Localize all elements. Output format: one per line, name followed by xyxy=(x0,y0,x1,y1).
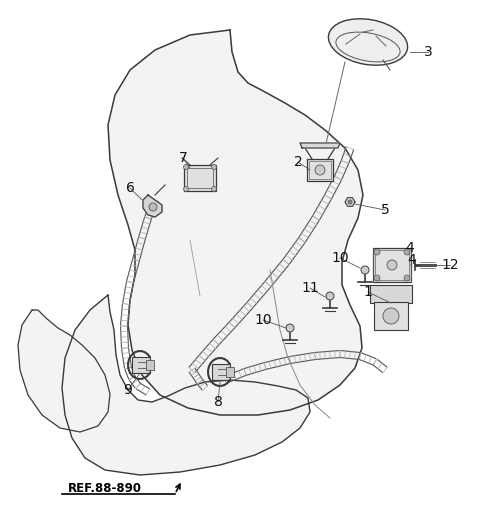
Circle shape xyxy=(286,324,294,332)
Polygon shape xyxy=(108,30,363,415)
Bar xyxy=(307,159,333,181)
Bar xyxy=(373,248,411,282)
Bar xyxy=(132,357,150,373)
Circle shape xyxy=(387,260,397,270)
Text: 5: 5 xyxy=(381,203,389,217)
Bar xyxy=(226,367,234,377)
Circle shape xyxy=(212,165,216,169)
Polygon shape xyxy=(143,195,162,217)
Circle shape xyxy=(374,249,380,255)
Text: 3: 3 xyxy=(424,45,432,59)
Circle shape xyxy=(383,308,399,324)
Text: 2: 2 xyxy=(294,155,302,169)
Circle shape xyxy=(212,186,216,192)
Ellipse shape xyxy=(328,19,408,65)
Text: 8: 8 xyxy=(214,395,222,409)
Text: 4: 4 xyxy=(406,241,414,255)
Text: 7: 7 xyxy=(179,151,187,165)
Text: 11: 11 xyxy=(301,281,319,295)
Text: 1: 1 xyxy=(363,285,372,299)
Polygon shape xyxy=(300,143,340,148)
Text: 9: 9 xyxy=(123,383,132,397)
Circle shape xyxy=(326,292,334,300)
Text: 12: 12 xyxy=(441,258,459,272)
Circle shape xyxy=(404,249,410,255)
Circle shape xyxy=(361,266,369,274)
Circle shape xyxy=(404,275,410,281)
Bar xyxy=(184,165,216,191)
Bar xyxy=(187,168,213,188)
Text: 10: 10 xyxy=(254,313,272,327)
Circle shape xyxy=(183,165,189,169)
Polygon shape xyxy=(345,198,355,206)
Text: 6: 6 xyxy=(126,181,134,195)
Bar xyxy=(212,364,230,380)
Polygon shape xyxy=(62,295,310,475)
Circle shape xyxy=(348,200,352,204)
Bar xyxy=(309,161,331,179)
Bar xyxy=(374,302,408,330)
Text: 10: 10 xyxy=(331,251,349,265)
Bar xyxy=(146,360,154,370)
Bar xyxy=(375,250,409,280)
Bar xyxy=(370,285,412,303)
Text: REF.88-890: REF.88-890 xyxy=(68,482,142,495)
Circle shape xyxy=(374,275,380,281)
Text: 4: 4 xyxy=(408,253,416,267)
Polygon shape xyxy=(18,310,110,432)
Circle shape xyxy=(315,165,325,175)
Circle shape xyxy=(149,203,157,211)
Circle shape xyxy=(183,186,189,192)
